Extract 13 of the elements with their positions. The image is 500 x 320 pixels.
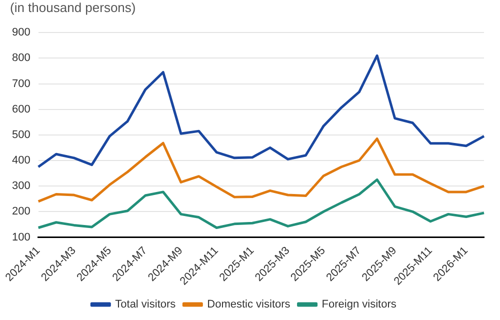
- y-tick-label: 200: [12, 206, 30, 218]
- legend-label: Total visitors: [115, 298, 176, 311]
- y-tick-label: 700: [12, 78, 30, 90]
- y-tick-label: 800: [12, 52, 30, 64]
- y-tick-label: 300: [12, 180, 30, 192]
- y-tick-label: 500: [12, 128, 30, 141]
- y-tick-label: 900: [12, 26, 30, 39]
- y-tick-label: 100: [12, 231, 30, 244]
- y-tick-label: 400: [12, 154, 30, 167]
- chart-subtitle: (in thousand persons): [10, 0, 136, 15]
- y-tick-label: 600: [12, 103, 30, 116]
- legend-label: Foreign visitors: [322, 298, 397, 311]
- legend-label: Domestic visitors: [207, 298, 291, 311]
